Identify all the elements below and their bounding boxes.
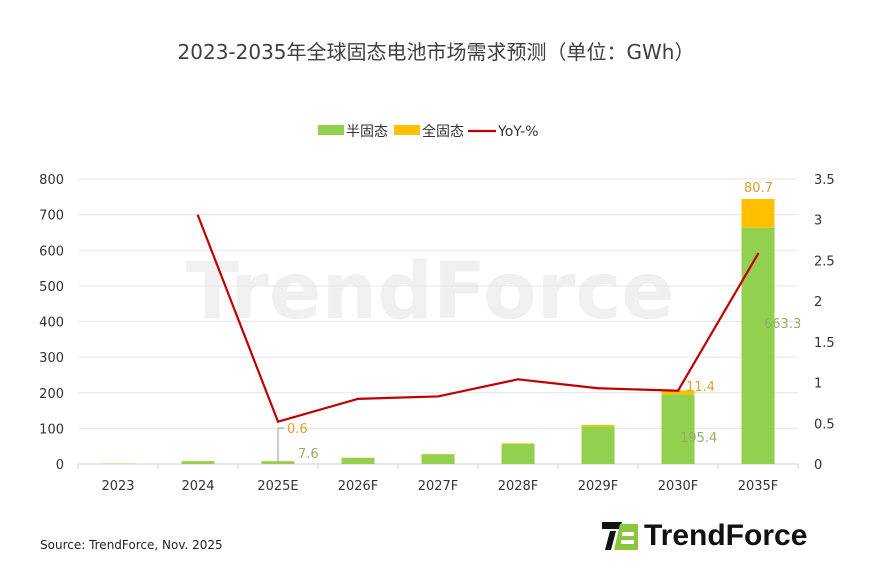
yoy-point bbox=[676, 389, 680, 392]
yoy-point bbox=[436, 395, 440, 398]
watermark: TrendForce bbox=[186, 247, 675, 337]
left-tick-label: 500 bbox=[39, 280, 64, 295]
bar-semi-solid bbox=[661, 394, 695, 464]
left-tick-label: 300 bbox=[39, 351, 64, 366]
bar-all-solid bbox=[581, 424, 615, 427]
x-tick-label: 2024 bbox=[181, 479, 214, 494]
yoy-point bbox=[196, 214, 200, 217]
x-tick-label: 2030F bbox=[658, 479, 699, 494]
right-tick-label: 3 bbox=[814, 214, 822, 229]
bar-semi-solid bbox=[501, 444, 535, 464]
x-tick-label: 2025E bbox=[257, 479, 298, 494]
yoy-point bbox=[276, 420, 280, 423]
bar-all-solid bbox=[661, 390, 695, 395]
right-tick-label: 0.5 bbox=[814, 417, 835, 432]
left-tick-label: 400 bbox=[39, 316, 64, 331]
bar-semi-solid bbox=[261, 461, 295, 464]
chart-title: 2023-2035年全球固态电池市场需求预测（单位：GWh） bbox=[177, 40, 695, 64]
yoy-point bbox=[596, 387, 600, 390]
data-label-solid: 11.4 bbox=[686, 380, 715, 395]
right-tick-label: 1 bbox=[814, 377, 822, 392]
bar-semi-solid bbox=[741, 227, 775, 464]
right-tick-label: 3.5 bbox=[814, 173, 835, 188]
bar-all-solid bbox=[501, 443, 535, 445]
x-tick-label: 2035F bbox=[738, 479, 779, 494]
legend-swatch bbox=[318, 125, 344, 135]
yoy-point bbox=[516, 378, 520, 381]
right-tick-label: 1.5 bbox=[814, 336, 835, 351]
data-label-semi: 195.4 bbox=[680, 431, 717, 446]
data-label-semi: 7.6 bbox=[298, 447, 319, 462]
source-note: Source: TrendForce, Nov. 2025 bbox=[40, 538, 223, 552]
bar-semi-solid bbox=[421, 454, 455, 464]
yoy-line bbox=[196, 215, 759, 423]
right-tick-label: 2 bbox=[814, 295, 822, 310]
right-tick-label: 0 bbox=[814, 458, 822, 473]
x-tick-label: 2026F bbox=[338, 479, 379, 494]
legend-label: 半固态 bbox=[346, 124, 388, 140]
x-tick-label: 2029F bbox=[578, 479, 619, 494]
x-tick-label: 2027F bbox=[418, 479, 459, 494]
legend-swatch bbox=[394, 125, 420, 135]
right-tick-label: 2.5 bbox=[814, 254, 835, 269]
left-tick-label: 800 bbox=[39, 173, 64, 188]
bar-semi-solid bbox=[181, 461, 215, 464]
x-tick-label: 2023 bbox=[101, 479, 134, 494]
left-tick-label: 700 bbox=[39, 209, 64, 224]
yoy-point bbox=[356, 397, 360, 401]
logo-text: TrendForce bbox=[644, 519, 808, 552]
left-tick-label: 600 bbox=[39, 244, 64, 259]
logo-icon bbox=[602, 522, 638, 550]
left-tick-label: 0 bbox=[56, 458, 64, 473]
data-label-solid: 0.6 bbox=[287, 422, 308, 437]
left-tick-label: 100 bbox=[39, 422, 64, 437]
trendforce-logo: TrendForce bbox=[602, 519, 807, 553]
bar-semi-solid bbox=[341, 457, 375, 464]
yoy-point bbox=[756, 252, 760, 256]
bar-semi-solid bbox=[581, 426, 615, 464]
chart: TrendForce 0 100 200 300 400 500 600 700 800 0 0.5 1… bbox=[39, 123, 835, 494]
bar-all-solid bbox=[741, 198, 775, 228]
left-tick-label: 200 bbox=[39, 387, 64, 402]
x-tick-label: 2028F bbox=[498, 479, 539, 494]
legend-label: 全固态 bbox=[422, 123, 464, 140]
data-label-semi: 663.3 bbox=[764, 317, 801, 332]
data-label-solid: 80.7 bbox=[744, 181, 773, 196]
legend-label: YoY-% bbox=[497, 124, 539, 140]
